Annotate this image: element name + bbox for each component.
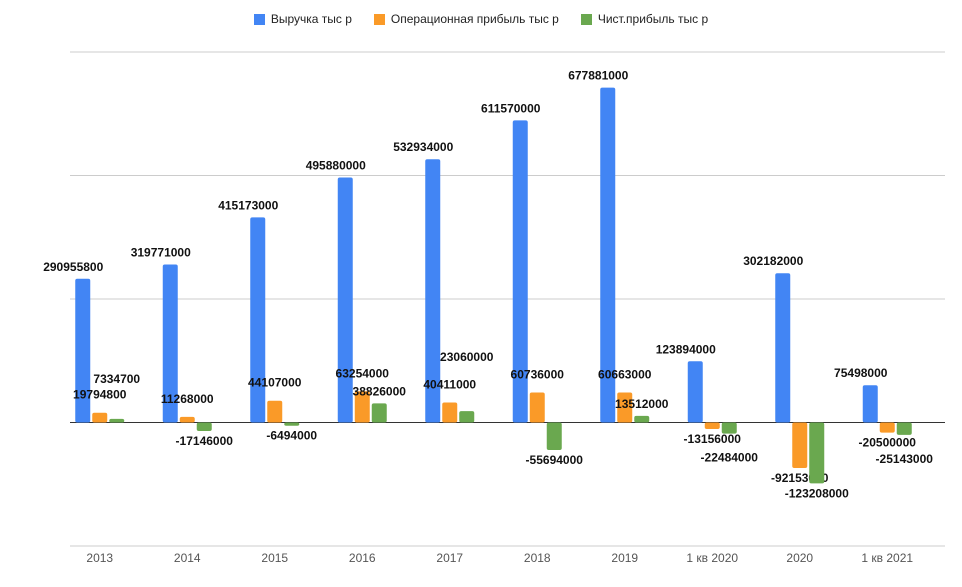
bar — [196, 422, 212, 431]
data-label: 7334700 — [93, 372, 140, 386]
legend-label: Операционная прибыль тыс р — [390, 12, 559, 26]
legend-label: Чист.прибыль тыс р — [597, 12, 709, 26]
legend-swatch — [373, 13, 385, 25]
data-label: -25143000 — [876, 452, 934, 466]
bar — [459, 411, 475, 423]
data-label: 123894000 — [656, 342, 716, 356]
bar — [179, 416, 195, 423]
data-label: 319771000 — [131, 246, 191, 260]
bar — [162, 264, 178, 423]
bar — [617, 392, 633, 423]
data-label: 60663000 — [598, 368, 652, 382]
bar — [75, 278, 91, 423]
data-label: -20500000 — [859, 436, 917, 450]
bar — [896, 422, 912, 435]
data-label: 75498000 — [834, 366, 888, 380]
data-label: -13156000 — [684, 432, 742, 446]
data-label: 60736000 — [511, 367, 565, 381]
x-tick-label: 2014 — [174, 551, 201, 565]
data-label: 302182000 — [743, 254, 803, 268]
bar — [371, 403, 387, 423]
data-label: 13512000 — [615, 397, 669, 411]
data-label: 19794800 — [73, 388, 127, 402]
bar — [687, 361, 703, 423]
bar — [442, 402, 458, 423]
bar — [792, 422, 808, 469]
bar — [284, 422, 300, 426]
bar — [862, 385, 878, 423]
data-label: -123208000 — [785, 486, 849, 500]
x-tick-label: 1 кв 2021 — [861, 551, 913, 565]
bar — [337, 177, 353, 423]
data-label: 40411000 — [423, 378, 476, 392]
bar — [250, 217, 266, 423]
bar — [512, 120, 528, 423]
bar — [775, 273, 791, 423]
x-tick-label: 2015 — [261, 551, 288, 565]
x-tick-label: 2020 — [786, 551, 813, 565]
data-label: 532934000 — [393, 140, 453, 154]
bar — [354, 391, 370, 423]
legend-swatch — [580, 13, 592, 25]
data-label: -22484000 — [701, 451, 759, 465]
legend-swatch — [253, 13, 265, 25]
legend: Выручка тыс р Операционная прибыль тыс р Ч… — [0, 12, 962, 26]
legend-item: Чист.прибыль тыс р — [580, 12, 709, 26]
x-tick-label: 1 кв 2020 — [686, 551, 738, 565]
x-tick-label: 2017 — [436, 551, 463, 565]
x-tick-label: 2019 — [611, 551, 638, 565]
data-label: 11268000 — [161, 392, 214, 406]
data-label: -17146000 — [176, 434, 234, 448]
data-label: 63254000 — [336, 366, 390, 380]
legend-label: Выручка тыс р — [270, 12, 352, 26]
bar — [92, 412, 108, 423]
bar — [425, 159, 441, 423]
bar — [634, 415, 650, 423]
bar — [809, 422, 825, 484]
data-label: -6494000 — [266, 429, 317, 443]
bar — [704, 422, 720, 429]
bar — [529, 392, 545, 423]
x-tick-label: 2016 — [349, 551, 376, 565]
bar — [600, 87, 616, 423]
data-label: 677881000 — [568, 69, 628, 83]
bar — [879, 422, 895, 433]
bar — [546, 422, 562, 451]
data-label: 44107000 — [248, 376, 302, 390]
data-label: 611570000 — [481, 101, 541, 115]
bar — [109, 418, 125, 423]
data-label: 415173000 — [218, 198, 278, 212]
bar — [721, 422, 737, 434]
legend-item: Выручка тыс р — [253, 12, 352, 26]
data-label: 290955800 — [43, 260, 103, 274]
x-tick-label: 2018 — [524, 551, 551, 565]
data-label: 38826000 — [353, 384, 407, 398]
data-label: 495880000 — [306, 159, 366, 173]
x-tick-label: 2013 — [86, 551, 113, 565]
bar — [267, 400, 283, 423]
data-label: -55694000 — [526, 453, 584, 467]
data-label: 23060000 — [440, 350, 494, 364]
legend-item: Операционная прибыль тыс р — [373, 12, 559, 26]
